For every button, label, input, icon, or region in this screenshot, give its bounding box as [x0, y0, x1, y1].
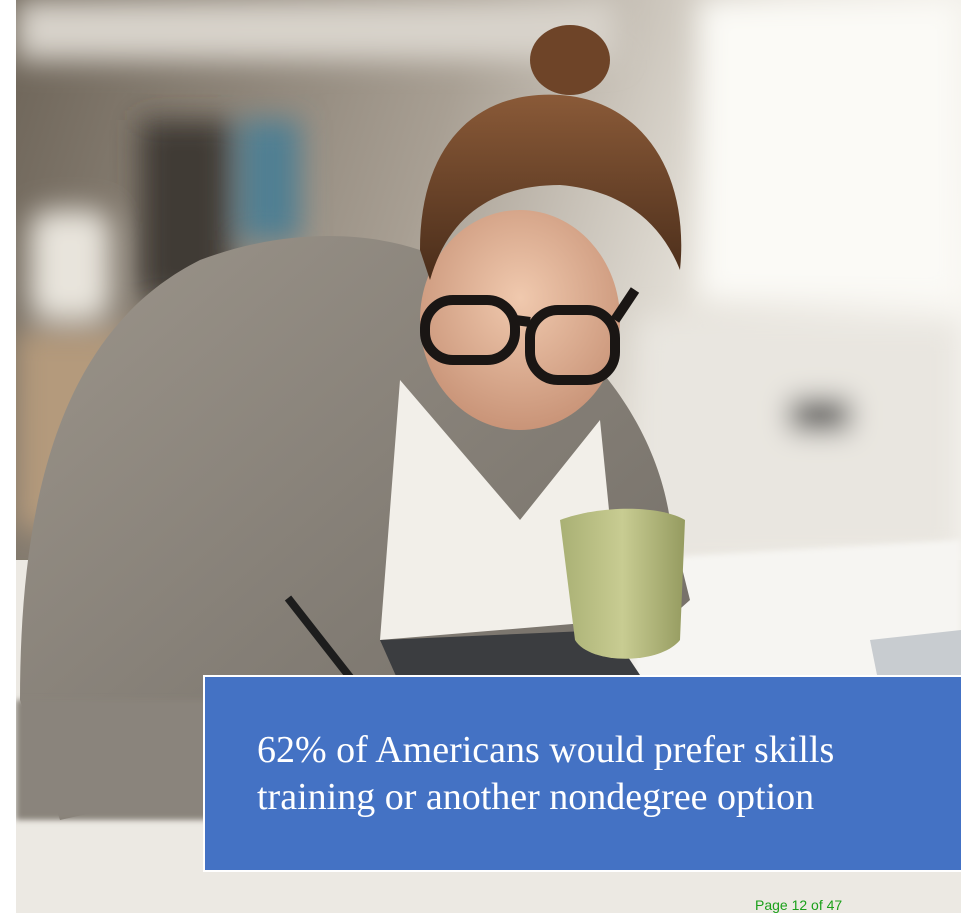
hair-bun [530, 25, 610, 95]
foreground-blur [16, 700, 216, 820]
caption-box [204, 676, 961, 871]
page-label: Page 12 of 47 [755, 897, 842, 913]
caption-line: training or another nondegree option [257, 776, 814, 818]
caption-line: 62% of Americans would prefer skills [257, 729, 834, 771]
mug [560, 509, 685, 659]
page: 62% of Americans would prefer skills tra… [0, 0, 961, 913]
slide: 62% of Americans would prefer skills tra… [0, 0, 961, 913]
